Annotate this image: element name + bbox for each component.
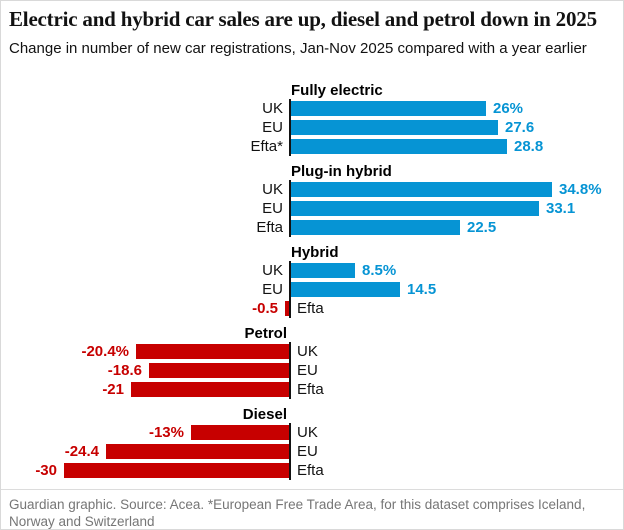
value-label: 34.8% [559,181,602,198]
axis-baseline [289,261,291,318]
row-label: Efta [297,462,324,479]
bar-row-plug-in-hybrid-eu: EU 33.1 [1,199,624,218]
bar [291,120,498,135]
bar-row-petrol-efta: Efta -21 [1,380,624,399]
bar [291,182,552,197]
value-label: 27.6 [505,119,535,136]
bar [291,263,355,278]
group-label: Diesel [242,406,287,423]
chart-subtitle: Change in number of new car registration… [9,40,587,57]
value-label: -0.5 [252,300,278,317]
row-label: UK [262,262,283,279]
bar-row-hybrid-eu: EU 14.5 [1,280,624,299]
bar-row-plug-in-hybrid-efta: Efta 22.5 [1,218,624,237]
row-label: UK [297,343,318,360]
axis-baseline [289,342,291,399]
value-label: 8.5% [362,262,397,279]
bar-row-diesel-eu: EU -24.4 [1,442,624,461]
row-label: Efta [297,300,324,317]
value-label: -20.4% [81,343,129,360]
group-label: Plug-in hybrid [291,163,392,180]
bar-row-diesel-efta: Efta -30 [1,461,624,480]
row-label: Efta* [250,138,283,155]
bar-row-diesel-uk: UK -13% [1,423,624,442]
bar-row-hybrid-uk: UK 8.5% [1,261,624,280]
axis-baseline [289,423,291,480]
axis-baseline [289,99,291,156]
bar [106,444,289,459]
bar [64,463,289,478]
bar-row-petrol-uk: UK -20.4% [1,342,624,361]
bar-group-fully-electric: Fully electric UK 26% EU 27.6 Efta* 28.8 [1,82,624,156]
value-label: 33.1 [546,200,576,217]
row-label: EU [262,281,283,298]
value-label: -18.6 [107,362,142,379]
group-label: Fully electric [291,82,383,99]
bar [136,344,289,359]
row-label: EU [297,362,318,379]
page-title: Electric and hybrid car sales are up, di… [9,7,597,31]
value-label: 22.5 [467,219,497,236]
bar-row-plug-in-hybrid-uk: UK 34.8% [1,180,624,199]
bar [285,301,289,316]
bar [191,425,289,440]
row-label: EU [262,119,283,136]
bar-row-fully-electric-efta: Efta* 28.8 [1,137,624,156]
row-label: UK [262,181,283,198]
bar-row-hybrid-efta: Efta -0.5 [1,299,624,318]
row-label: Efta [256,219,283,236]
bar-row-fully-electric-eu: EU 27.6 [1,118,624,137]
row-label: Efta [297,381,324,398]
bar [149,363,289,378]
bar-group-plug-in-hybrid: Plug-in hybrid UK 34.8% EU 33.1 Efta 22.5 [1,163,624,237]
bar-chart: Fully electric UK 26% EU 27.6 Efta* 28.8 Plug-i… [1,82,624,480]
axis-baseline [289,180,291,237]
bar [131,382,289,397]
bar [291,220,460,235]
bar [291,282,400,297]
bar [291,139,507,154]
row-label: UK [297,424,318,441]
bar [291,201,539,216]
row-label: UK [262,100,283,117]
value-label: 14.5 [407,281,437,298]
value-label: 28.8 [514,138,544,155]
value-label: -21 [102,381,124,398]
bar-row-fully-electric-uk: UK 26% [1,99,624,118]
group-label: Petrol [244,325,287,342]
row-label: EU [297,443,318,460]
bar-group-diesel: Diesel UK -13% EU -24.4 Efta -30 [1,406,624,480]
value-label: -24.4 [64,443,99,460]
value-label: -13% [148,424,184,441]
bar [291,101,486,116]
value-label: -30 [35,462,57,479]
group-label: Hybrid [291,244,339,261]
row-label: EU [262,200,283,217]
source-note: Guardian graphic. Source: Acea. *Europea… [1,489,623,530]
value-label: 26% [493,100,524,117]
bar-row-petrol-eu: EU -18.6 [1,361,624,380]
bar-group-petrol: Petrol UK -20.4% EU -18.6 Efta -21 [1,325,624,399]
bar-group-hybrid: Hybrid UK 8.5% EU 14.5 Efta -0.5 [1,244,624,318]
